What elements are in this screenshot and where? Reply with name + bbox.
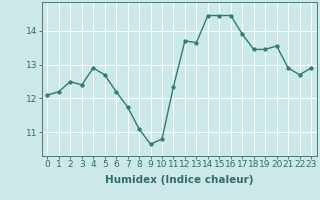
X-axis label: Humidex (Indice chaleur): Humidex (Indice chaleur) [105,175,253,185]
